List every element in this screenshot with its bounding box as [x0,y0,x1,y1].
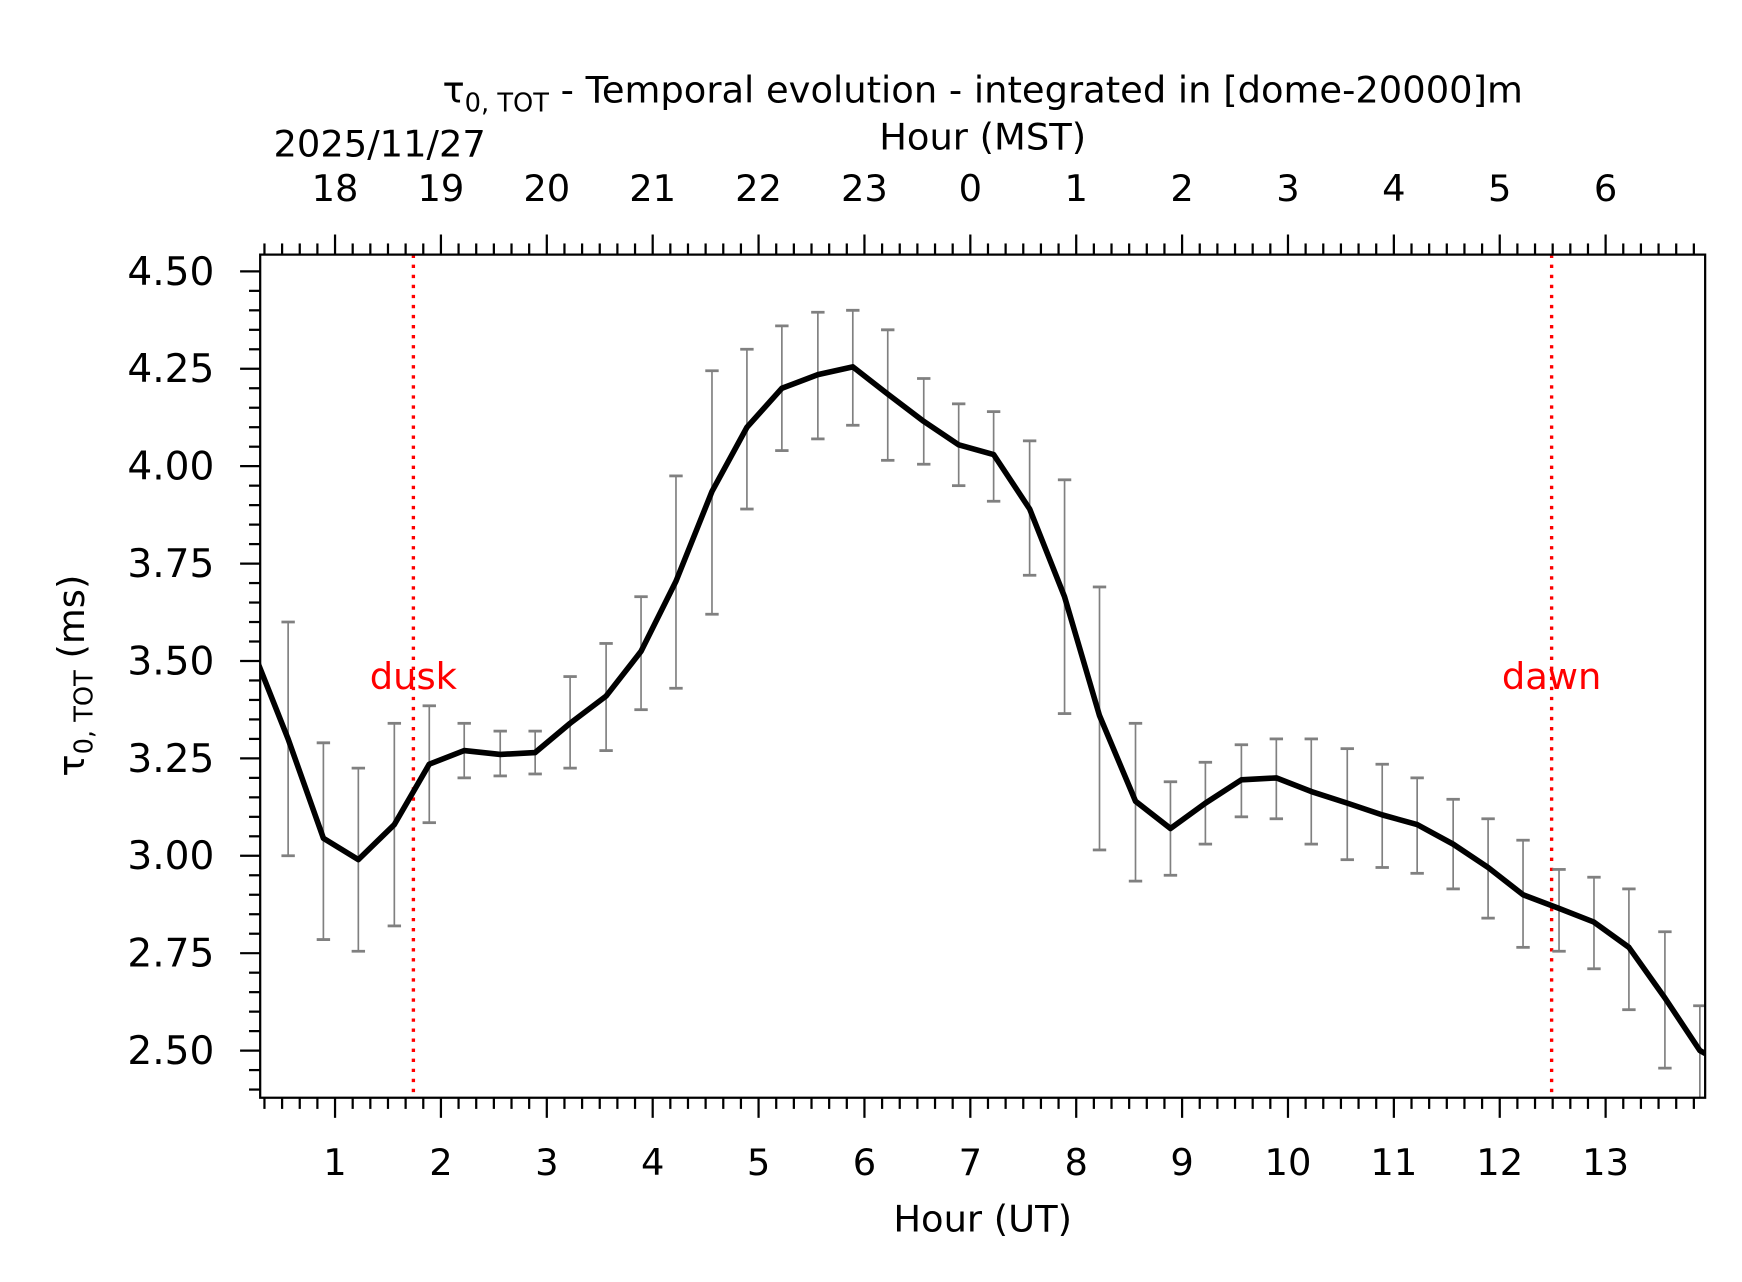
ylabel-rest: (ms) [50,575,93,671]
plot-frame [259,253,1707,1099]
title-symbol: τ [442,69,464,112]
dawn-label: dawn [1502,655,1601,698]
series-line [260,364,1706,1057]
x-tick-label: 5 [747,1141,770,1184]
top-tick-label: 23 [841,167,888,210]
top-tick-label: 2 [1170,167,1193,210]
top-tick-label: 4 [1382,167,1405,210]
title-subscript: 0, TOT [465,89,550,119]
top-tick-label: 0 [959,167,982,210]
error-bars [281,308,1706,1098]
x-tick-label: 1 [323,1141,346,1184]
y-tick-label: 4.25 [127,347,214,392]
x-tick-label: 3 [535,1141,558,1184]
top-tick-label: 3 [1276,167,1299,210]
y-tick-label: 3.50 [127,639,214,684]
x-tick-label: 7 [959,1141,982,1184]
top-tick-label: 19 [417,167,464,210]
x-tick-label: 12 [1476,1141,1523,1184]
x-tick-label: 2 [429,1141,452,1184]
x-tick-label: 8 [1064,1141,1087,1184]
top-tick-label: 5 [1488,167,1511,210]
ylabel-symbol: τ [50,754,93,776]
date-label: 2025/11/27 [273,122,485,165]
dusk-dawn-markers: dusk dawn [370,254,1601,1098]
axis-ticks: 1182193204215226237081921031141251362.50… [127,167,1695,1184]
x-tick-label: 10 [1265,1141,1312,1184]
x-tick-label: 9 [1170,1141,1193,1184]
series-line-group [260,364,1706,1057]
top-tick-label: 6 [1594,167,1617,210]
y-tick-label: 4.00 [127,445,214,490]
x-tick-label: 13 [1582,1141,1629,1184]
y-tick-label: 2.75 [127,932,214,977]
y-axis-label: τ0, TOT (ms) [50,575,100,777]
top-tick-label: 1 [1064,167,1087,210]
top-tick-label: 21 [629,167,676,210]
dusk-label: dusk [370,655,458,698]
y-tick-label: 3.75 [127,542,214,587]
top-tick-label: 18 [312,167,359,210]
top-tick-label: 22 [735,167,782,210]
y-tick-label: 3.00 [127,834,214,879]
x-tick-label: 6 [853,1141,876,1184]
x-tick-label: 11 [1370,1141,1417,1184]
ylabel-subscript: 0, TOT [70,670,100,755]
y-tick-label: 4.50 [127,250,214,295]
chart-title: τ0, TOT - Temporal evolution - integrate… [442,69,1522,119]
y-tick-label: 3.25 [127,737,214,782]
y-tick-label: 2.50 [127,1029,214,1074]
title-rest: - Temporal evolution - integrated in [do… [549,69,1523,112]
top-tick-label: 20 [523,167,570,210]
x-tick-label: 4 [641,1141,664,1184]
x-axis-label: Hour (UT) [893,1198,1072,1241]
top-axis-label: Hour (MST) [879,116,1086,159]
